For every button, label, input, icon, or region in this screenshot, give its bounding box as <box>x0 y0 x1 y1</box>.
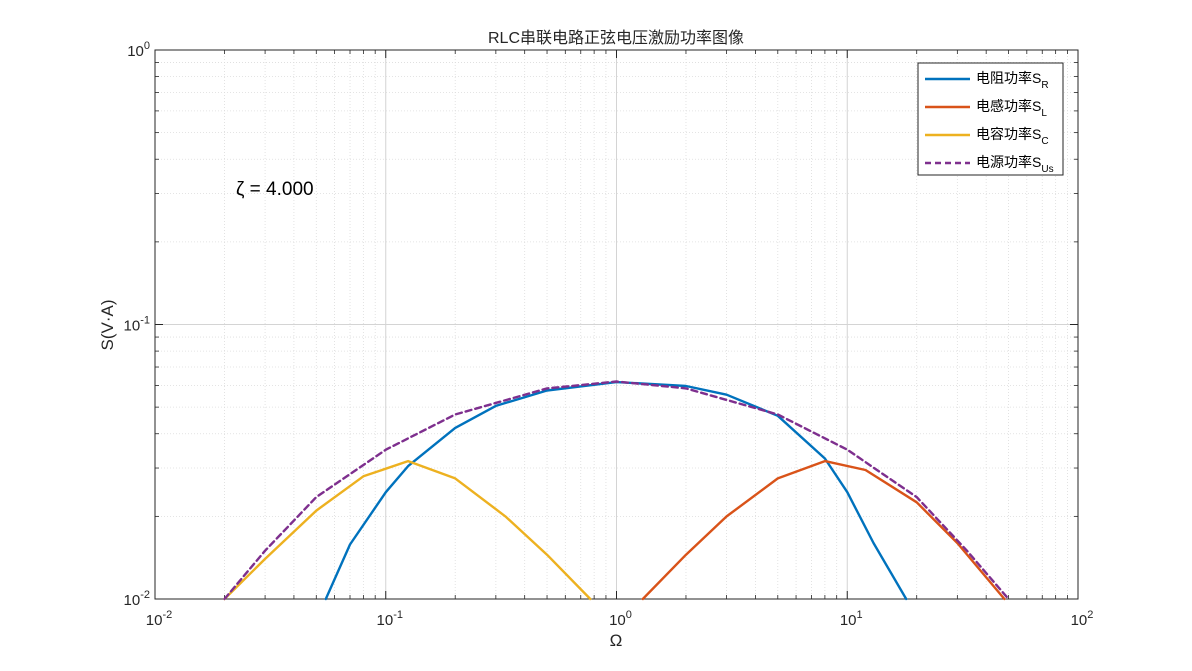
x-tick-label: 10-1 <box>377 609 403 629</box>
x-tick-label: 102 <box>1071 609 1094 629</box>
legend-label-us: 电源功率SUs <box>976 154 1054 175</box>
series-line-c <box>223 459 592 601</box>
y-tick-label: 10-2 <box>124 589 150 609</box>
y-tick-label: 100 <box>127 40 150 60</box>
legend: 电阻功率SR 电感功率SL 电容功率SC 电源功率SUs <box>917 62 1064 176</box>
x-axis-label: Ω <box>610 631 623 650</box>
series-line-us <box>223 380 1010 601</box>
x-tick-label: 101 <box>840 609 863 629</box>
legend-label-c: 电容功率SC <box>976 126 1049 147</box>
x-tick-label: 100 <box>609 609 632 629</box>
x-tick-label: 10-2 <box>146 609 172 629</box>
series-lines <box>223 380 1010 601</box>
chart-title: RLC串联电路正弦电压激励功率图像 <box>488 29 744 47</box>
legend-box <box>917 62 1064 176</box>
series-line-l <box>641 459 1006 601</box>
legend-label-l: 电感功率SL <box>976 98 1047 119</box>
zeta-annotation: ζ = 4.000 <box>236 179 314 200</box>
axis-ticks: 10-2 10-1 100 101 102 10-2 10-1 100 <box>124 40 1094 629</box>
legend-label-r: 电阻功率SR <box>976 70 1049 91</box>
y-axis-label: S(V·A) <box>98 300 117 351</box>
y-tick-label: 10-1 <box>124 315 150 335</box>
